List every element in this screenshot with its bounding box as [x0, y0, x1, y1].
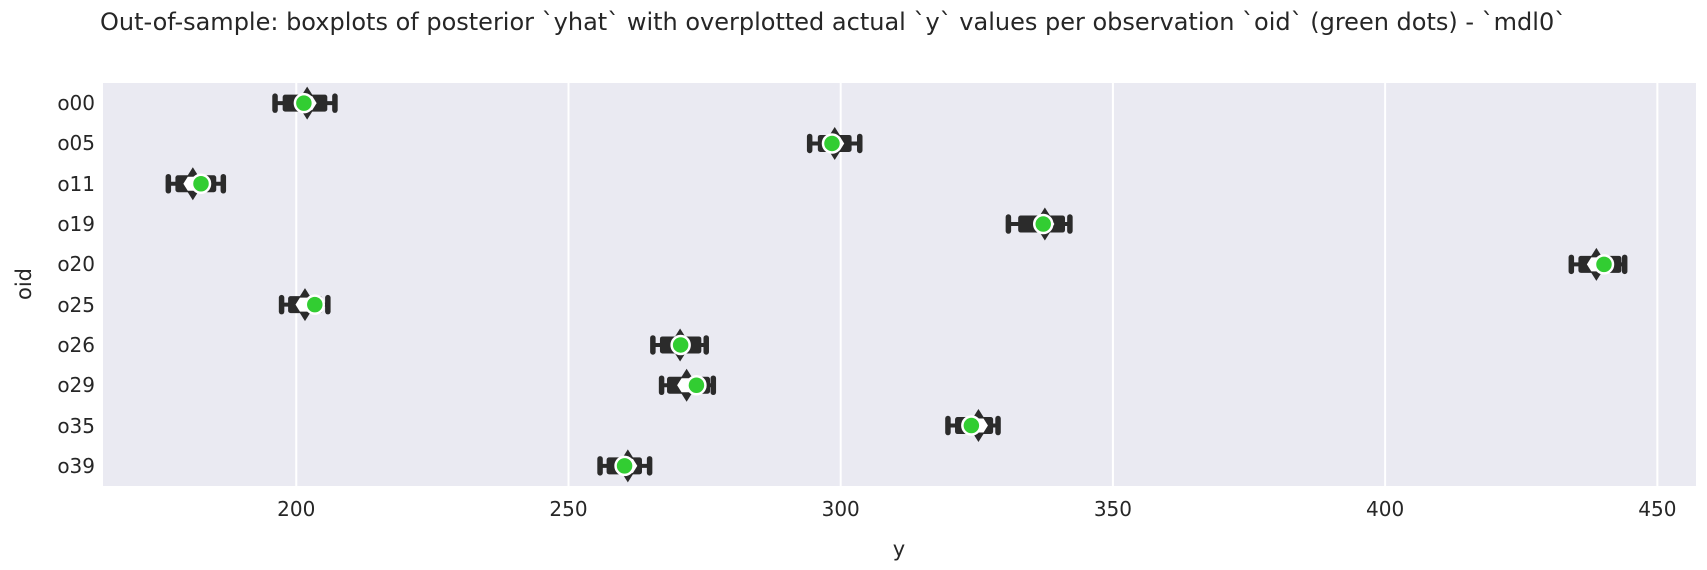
tick-label-200: 200	[277, 497, 316, 521]
category-label-o29: o29	[57, 373, 95, 398]
notch-flap-top-o20	[1590, 247, 1603, 258]
notch-flap-bottom-o25	[298, 311, 311, 322]
y-axis-title: oid	[12, 267, 36, 301]
tick-label-350: 350	[1093, 497, 1132, 521]
tick-label-400: 400	[1366, 497, 1405, 521]
plot-area	[103, 83, 1696, 486]
actual-y-dot-o26	[670, 334, 691, 356]
boxplot-canvas	[165, 83, 1659, 486]
category-label-o05: o05	[57, 131, 95, 156]
tick-label-250: 250	[549, 497, 588, 521]
actual-y-dot-o35	[961, 415, 982, 436]
actual-y-dot-o29	[686, 375, 707, 396]
category-label-o19: o19	[57, 212, 95, 237]
notch-flap-bottom-o29	[680, 392, 693, 402]
category-label-o00: o00	[57, 91, 95, 116]
actual-y-dot-o05	[821, 133, 843, 154]
actual-y-dot-o20	[1593, 254, 1615, 275]
notch-flap-top-o11	[186, 167, 199, 177]
actual-y-dot-o19	[1032, 213, 1054, 235]
category-label-o39: o39	[57, 453, 95, 478]
x-axis-title: y	[892, 537, 906, 561]
notch-flap-top-o25	[298, 288, 311, 298]
actual-y-dot-o25	[304, 294, 326, 315]
tick-label-300: 300	[821, 497, 860, 521]
notch-flap-bottom-o20	[1590, 271, 1603, 281]
notch-flap-top-o29	[680, 368, 693, 379]
actual-y-dot-o39	[614, 455, 635, 477]
category-label-o20: o20	[57, 252, 95, 277]
actual-y-dot-o00	[293, 92, 315, 114]
chart-title: Out-of-sample: boxplots of posterior `yh…	[100, 8, 1567, 36]
tick-label-450: 450	[1638, 497, 1677, 521]
category-label-o11: o11	[57, 171, 95, 196]
notch-flap-bottom-o11	[186, 190, 199, 201]
category-label-o35: o35	[57, 413, 95, 438]
category-label-o26: o26	[57, 332, 95, 357]
actual-y-dot-o11	[190, 173, 212, 194]
category-label-o25: o25	[57, 292, 95, 317]
